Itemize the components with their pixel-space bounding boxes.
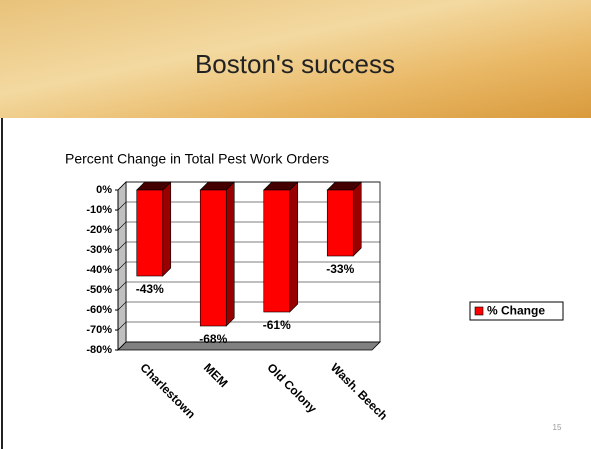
legend-label: % Change (487, 304, 545, 318)
value-label: -68% (199, 332, 227, 346)
bar-side (290, 182, 298, 312)
y-tick-label: -30% (86, 244, 112, 256)
bar-side (163, 182, 171, 276)
bar (327, 190, 353, 256)
y-tick-label: 0% (96, 184, 112, 196)
plot-floor (118, 342, 380, 350)
y-tick-label: -80% (86, 344, 112, 356)
y-tick-label: -70% (86, 324, 112, 336)
value-label: -43% (136, 282, 164, 296)
y-tick-label: -40% (86, 264, 112, 276)
legend-swatch (475, 307, 483, 315)
bar-side (353, 182, 361, 256)
bar (264, 190, 290, 312)
y-tick-label: -10% (86, 204, 112, 216)
slide: Boston's success Percent Change in Total… (0, 0, 591, 449)
y-tick-label: -60% (86, 304, 112, 316)
value-label: -33% (326, 262, 354, 276)
bar-side (226, 182, 234, 326)
y-tick-label: -20% (86, 224, 112, 236)
bar (137, 190, 163, 276)
value-label: -61% (263, 318, 291, 332)
chart-title: Percent Change in Total Pest Work Orders (65, 151, 329, 167)
y-tick-label: -50% (86, 284, 112, 296)
page-number: 15 (553, 423, 562, 432)
bar (200, 190, 226, 326)
slide-title: Boston's success (195, 49, 395, 79)
